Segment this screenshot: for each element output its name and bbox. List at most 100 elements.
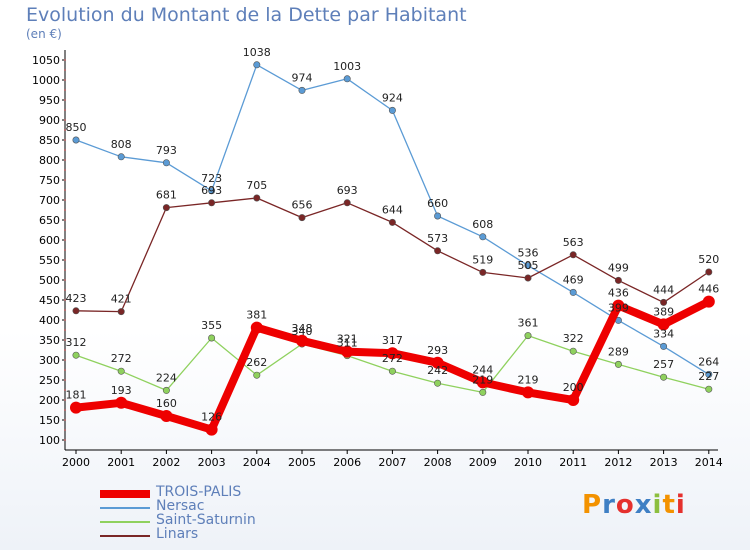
x-tick-label: 2010 (514, 456, 542, 469)
data-label: 381 (246, 309, 267, 322)
data-point (431, 356, 444, 369)
data-point (160, 410, 173, 422)
data-label: 793 (156, 144, 177, 157)
data-label: 272 (111, 352, 132, 365)
data-point (298, 86, 306, 94)
data-label: 311 (337, 337, 358, 350)
data-label: 850 (66, 121, 87, 134)
data-label: 519 (472, 253, 493, 266)
x-tick-label: 2011 (559, 456, 587, 469)
data-label: 242 (427, 364, 448, 377)
data-label: 436 (608, 287, 629, 300)
data-point (386, 347, 399, 360)
legend-swatch (100, 490, 150, 498)
data-label: 563 (563, 236, 584, 249)
x-tick-label: 2004 (243, 456, 271, 469)
y-tick-label: 750 (39, 174, 60, 187)
data-point (388, 106, 396, 114)
y-tick-label: 500 (39, 274, 60, 287)
data-point (660, 298, 668, 306)
y-tick-label: 1000 (32, 74, 60, 87)
data-label: 1003 (333, 60, 361, 73)
data-point (72, 307, 80, 315)
data-point (72, 351, 80, 359)
data-label: 499 (608, 261, 629, 274)
x-tick-label: 2003 (198, 456, 226, 469)
data-label: 520 (698, 253, 719, 266)
data-point (479, 268, 487, 276)
data-label: 317 (382, 334, 403, 347)
x-tick-label: 2002 (152, 456, 180, 469)
logo-letter: x (634, 490, 653, 520)
data-point (253, 371, 261, 379)
x-tick-label: 2000 (62, 456, 90, 469)
data-label: 573 (427, 232, 448, 245)
data-label: 656 (292, 199, 313, 212)
y-tick-label: 850 (39, 134, 60, 147)
data-label: 693 (337, 184, 358, 197)
data-label: 681 (156, 189, 177, 202)
proxiti-logo: Proxiti (582, 490, 686, 520)
x-tick-label: 2014 (695, 456, 723, 469)
data-point (388, 367, 396, 375)
y-tick-label: 900 (39, 114, 60, 127)
y-tick-label: 450 (39, 294, 60, 307)
legend-swatch (100, 535, 150, 537)
y-tick-label: 1050 (32, 54, 60, 67)
x-tick-label: 2006 (333, 456, 361, 469)
logo-letter: o (615, 490, 635, 520)
data-point (660, 342, 668, 350)
data-point (117, 367, 125, 375)
data-point (522, 386, 534, 399)
x-tick-label: 2012 (604, 456, 632, 469)
data-point (388, 218, 396, 226)
data-label: 505 (518, 259, 539, 272)
data-label: 289 (608, 345, 629, 358)
x-tick-label: 2013 (650, 456, 678, 469)
y-tick-label: 800 (39, 154, 60, 167)
data-point (343, 199, 351, 207)
data-label: 348 (292, 322, 313, 335)
data-point (569, 347, 577, 355)
data-point (343, 75, 351, 83)
legend-swatch (100, 521, 150, 523)
series-line-trois-palis (72, 297, 713, 434)
data-label: 399 (608, 301, 629, 314)
data-label: 693 (201, 184, 222, 197)
legend-label: TROIS-PALIS (156, 484, 242, 500)
data-point (253, 194, 261, 202)
data-point (569, 288, 577, 296)
data-point (705, 268, 713, 276)
data-point (298, 214, 306, 222)
data-point (341, 345, 354, 358)
y-tick-label: 350 (39, 334, 60, 347)
data-point (660, 373, 668, 381)
x-tick-label: 2001 (107, 456, 135, 469)
data-point (162, 159, 170, 167)
legend-label: Linars (156, 526, 199, 542)
data-label: 219 (472, 373, 493, 386)
data-label: 446 (698, 283, 719, 296)
data-label: 644 (382, 203, 403, 216)
data-label: 723 (201, 172, 222, 185)
logo-letter: i (675, 490, 686, 520)
data-label: 312 (66, 336, 87, 349)
chart-unit-label: (en €) (26, 27, 62, 41)
data-label: 608 (472, 218, 493, 231)
logo-letter: r (602, 490, 616, 520)
data-label: 193 (111, 384, 132, 397)
data-label: 321 (337, 333, 358, 346)
data-point (296, 334, 308, 347)
data-label: 126 (201, 411, 222, 424)
data-label: 334 (653, 327, 674, 340)
data-label: 660 (427, 197, 448, 210)
data-point (115, 396, 128, 409)
data-label: 808 (111, 138, 132, 151)
data-point (72, 136, 80, 144)
data-label: 181 (66, 389, 87, 402)
data-point (205, 423, 218, 436)
y-tick-label: 650 (39, 214, 60, 227)
data-label: 272 (382, 352, 403, 365)
